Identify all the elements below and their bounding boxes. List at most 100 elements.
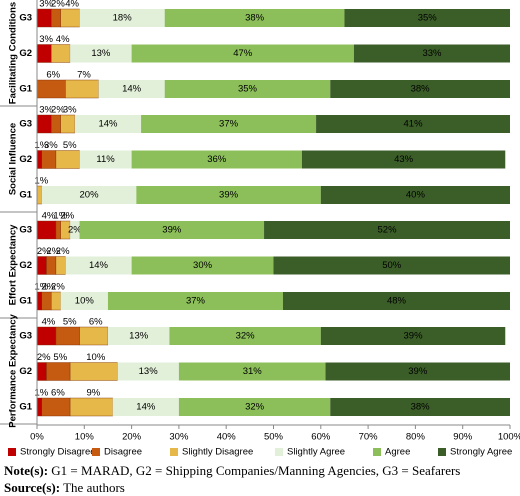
note-text: G1 = MARAD, G2 = Shipping Companies/Mann… <box>51 463 461 478</box>
row-label: G1 <box>19 402 32 413</box>
value-label: 1% <box>34 282 48 293</box>
value-label: 32% <box>245 402 265 413</box>
bar-segment <box>36 185 42 205</box>
x-tick-label: 40% <box>217 432 237 443</box>
bar-segment <box>74 115 142 133</box>
bar-segment <box>60 292 108 310</box>
bar-segment <box>50 44 71 63</box>
value-label: 6% <box>46 70 60 81</box>
row-label: G3 <box>19 119 32 130</box>
value-label: 4% <box>42 211 56 222</box>
value-label: 38% <box>411 84 431 95</box>
bar-segment <box>36 397 42 417</box>
value-label: 2% <box>68 225 82 236</box>
value-label: 3% <box>39 0 53 10</box>
bar-segment <box>41 291 52 311</box>
value-label: 38% <box>411 402 431 413</box>
row-label: G2 <box>19 154 32 165</box>
group-label: Performance Expectancy <box>8 314 19 428</box>
bar-segment <box>69 397 113 417</box>
legend-swatch <box>373 448 381 456</box>
value-label: 5% <box>63 140 77 151</box>
value-label: 33% <box>422 48 442 59</box>
bar-segment <box>60 8 80 28</box>
bar-segment <box>65 79 99 99</box>
value-label: 2% <box>51 105 65 116</box>
bar-segment <box>141 115 317 133</box>
note-line: Note(s): G1 = MARAD, G2 = Shipping Compa… <box>4 462 516 479</box>
value-label: 7% <box>77 70 91 81</box>
bar-segment <box>36 150 42 169</box>
group-label: Facilitating Conditions <box>8 2 19 104</box>
bar-segment <box>46 256 57 275</box>
legend-swatch <box>275 448 283 456</box>
row-label: G1 <box>19 296 32 307</box>
bar-segment <box>50 8 61 28</box>
bar-segment <box>353 44 510 63</box>
bar-segment <box>36 326 57 346</box>
bar-segment <box>107 327 170 345</box>
bar-segment <box>55 150 80 169</box>
legend-label: Slightly Disagree <box>182 447 253 458</box>
x-tick-label: 70% <box>359 432 379 443</box>
value-label: 39% <box>162 225 182 236</box>
value-label: 13% <box>139 366 159 377</box>
bar-segment <box>36 256 47 275</box>
row-label: G2 <box>19 48 32 59</box>
row-label: G1 <box>19 84 32 95</box>
bar-segment <box>36 114 52 134</box>
bar-segment <box>178 398 331 416</box>
value-label: 2% <box>37 246 51 257</box>
value-label: 14% <box>122 84 142 95</box>
value-label: 6% <box>89 317 103 328</box>
bar-segment <box>50 114 61 134</box>
source-label: Source(s): <box>4 480 61 495</box>
note-label: Note(s): <box>4 463 49 478</box>
legend-swatch <box>438 448 446 456</box>
value-label: 3% <box>39 105 53 116</box>
bar-segment <box>330 398 510 416</box>
value-label: 18% <box>113 13 133 24</box>
bar-segment <box>330 80 510 98</box>
value-label: 1% <box>53 211 67 222</box>
value-label: 14% <box>89 260 109 271</box>
bar-segment <box>117 362 179 381</box>
bar-segment <box>301 150 506 169</box>
x-tick-label: 60% <box>311 432 331 443</box>
x-tick-label: 100% <box>498 432 520 443</box>
value-label: 47% <box>233 48 253 59</box>
value-label: 41% <box>404 119 424 130</box>
legend-label: Disagree <box>104 447 142 458</box>
value-label: 4% <box>65 0 79 10</box>
bar-segment <box>169 327 321 345</box>
bar-segment <box>36 220 57 240</box>
x-tick-label: 30% <box>169 432 189 443</box>
value-label: 13% <box>91 48 111 59</box>
bar-segment <box>55 256 66 275</box>
bar-segment <box>112 398 179 416</box>
legend-label: Slightly Agree <box>287 447 345 458</box>
row-label: G2 <box>19 366 32 377</box>
bar-segment <box>136 186 321 204</box>
value-label: 4% <box>56 34 70 45</box>
value-label: 39% <box>219 190 239 201</box>
bar-segment <box>282 292 510 310</box>
bar-segment <box>36 291 42 311</box>
value-label: 14% <box>136 402 156 413</box>
bar-segment <box>70 44 132 63</box>
row-label: G2 <box>19 260 32 271</box>
bar-segment <box>55 220 61 240</box>
bar-segment <box>131 150 302 169</box>
bar-segment <box>69 362 118 381</box>
bar-segment <box>273 256 510 275</box>
value-label: 1% <box>34 140 48 151</box>
notes: Note(s): G1 = MARAD, G2 = Shipping Compa… <box>4 462 516 496</box>
value-label: 31% <box>243 366 263 377</box>
row-label: G1 <box>19 190 32 201</box>
bar-segment <box>36 44 52 63</box>
value-label: 5% <box>53 352 67 363</box>
x-tick-label: 90% <box>453 432 473 443</box>
bar-segment <box>107 292 283 310</box>
value-label: 52% <box>378 225 398 236</box>
bar-segment <box>316 115 510 133</box>
